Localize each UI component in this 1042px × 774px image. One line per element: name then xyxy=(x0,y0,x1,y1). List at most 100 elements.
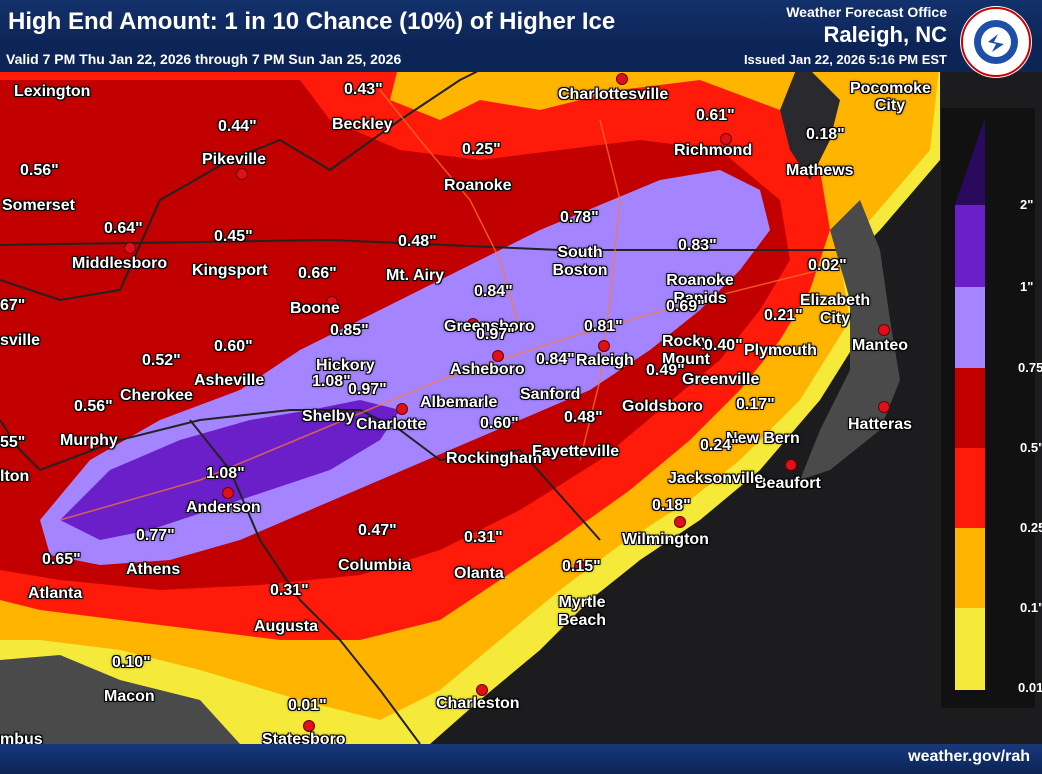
issued-time: Issued Jan 22, 2026 5:16 PM EST xyxy=(743,52,947,67)
ice-value: 0.48" xyxy=(398,233,437,250)
valid-period: Valid 7 PM Thu Jan 22, 2026 through 7 PM… xyxy=(6,51,402,67)
ice-value: 0.48" xyxy=(564,409,603,426)
ice-value: 0.77" xyxy=(136,527,175,544)
city-label: Charlottesville xyxy=(558,86,669,103)
city-label: Anderson xyxy=(186,499,261,516)
city-label: Elizabeth City xyxy=(799,292,871,327)
city-label: Myrtle Beach xyxy=(557,594,607,629)
city-dot xyxy=(785,459,797,471)
city-label: Greenville xyxy=(682,371,760,388)
ice-value: 67" xyxy=(0,297,26,314)
city-label: Boone xyxy=(290,300,340,317)
city-label: New Bern xyxy=(726,430,800,447)
city-dot xyxy=(37,166,49,178)
city-label: Macon xyxy=(104,688,155,705)
city-label: Shelby xyxy=(302,408,355,425)
city-label: Jacksonville xyxy=(668,470,764,487)
city-dot xyxy=(878,324,890,336)
city-dot xyxy=(467,318,479,330)
city-label: Plymouth xyxy=(744,342,817,359)
legend-label-025: 0.25" xyxy=(1020,520,1042,535)
ice-value: 0.01" xyxy=(288,697,327,714)
ice-value: 0.44" xyxy=(218,118,257,135)
ice-value: 0.15" xyxy=(562,558,601,575)
city-dot xyxy=(598,340,610,352)
city-label: Asheboro xyxy=(450,361,525,378)
ice-value: 0.84" xyxy=(474,283,513,300)
city-label: Albemarle xyxy=(420,394,498,411)
city-label: Rocky Mount xyxy=(661,333,711,368)
footer-bar xyxy=(0,744,1042,774)
ice-value: 0.18" xyxy=(806,126,845,143)
legend-colorbar xyxy=(955,118,985,690)
city-label: Pocomoke City xyxy=(850,80,931,114)
ice-value: 0.40" xyxy=(704,337,743,354)
city-dot xyxy=(574,560,586,572)
ice-value: 0.69" xyxy=(666,298,705,315)
city-label: Roanoke xyxy=(444,177,512,194)
legend-label-01: 0.1" xyxy=(1020,600,1042,615)
ice-value: 0.85" xyxy=(330,322,369,339)
header-bar xyxy=(0,0,1042,48)
ice-value: 0.25" xyxy=(462,141,501,158)
ice-value: 0.66" xyxy=(298,265,337,282)
legend-label-1: 1" xyxy=(1020,279,1034,294)
ice-value: 0.60" xyxy=(480,415,519,432)
city-label: South Boston xyxy=(552,244,608,279)
valid-bar xyxy=(0,48,1042,72)
city-label: Hickory xyxy=(316,357,375,374)
ice-value: 0.49" xyxy=(646,362,685,379)
city-label: Richmond xyxy=(674,142,753,159)
ice-value: 0.97" xyxy=(348,381,387,398)
city-label: Beckley xyxy=(332,116,393,133)
city-label: Middlesboro xyxy=(72,255,168,272)
city-label: Atlanta xyxy=(28,585,83,602)
city-label: Manteo xyxy=(852,337,908,354)
ice-value: 0.02" xyxy=(808,257,847,274)
city-label: Sanford xyxy=(520,386,581,403)
city-label: Statesboro xyxy=(262,731,346,748)
city-label: Roanoke Rapids xyxy=(666,272,734,307)
map-title: High End Amount: 1 in 10 Chance (10%) of… xyxy=(8,8,616,35)
ice-value: 0.61" xyxy=(696,107,735,124)
city-label: sville xyxy=(0,332,41,349)
city-label: Fayetteville xyxy=(532,443,620,460)
city-dot xyxy=(492,350,504,362)
city-label: Murphy xyxy=(60,432,118,449)
city-label: Goldsboro xyxy=(622,398,703,415)
city-label: Rockingham xyxy=(446,450,543,467)
city-label: lton xyxy=(0,468,30,485)
ice-value: 1.08" xyxy=(206,465,245,482)
legend-label-075: 0.75" xyxy=(1018,360,1042,375)
office-label: Weather Forecast Office xyxy=(786,4,947,20)
city-label: Cherokee xyxy=(120,387,193,404)
city-label: mbus xyxy=(0,731,43,748)
ice-value: 0.31" xyxy=(464,529,503,546)
nws-logo-icon xyxy=(960,6,1032,78)
ice-value: 0.18" xyxy=(652,497,691,514)
city-dot xyxy=(616,73,628,85)
website-link[interactable]: weather.gov/rah xyxy=(908,748,1030,765)
ice-value: 1.08" xyxy=(312,373,351,390)
city-label: Athens xyxy=(126,561,181,578)
city-dot xyxy=(396,403,408,415)
city-label: Olanta xyxy=(454,565,504,582)
ice-value: 0.83" xyxy=(678,237,717,254)
city-dot xyxy=(236,168,248,180)
city-dot xyxy=(476,684,488,696)
city-label: Augusta xyxy=(254,618,318,635)
city-label: Mt. Airy xyxy=(386,267,445,284)
legend-label-001: 0.01" xyxy=(1018,680,1042,695)
city-label: Asheville xyxy=(194,372,265,389)
legend-label-05: 0.5" xyxy=(1020,440,1042,455)
legend-label-2: 2" xyxy=(1020,197,1034,212)
city-label: Lexington xyxy=(14,83,91,100)
ice-value: 55" xyxy=(0,434,26,451)
city-label: Kingsport xyxy=(192,262,268,279)
ice-value: 0.17" xyxy=(736,396,775,413)
city-label: Somerset xyxy=(2,197,75,214)
city-label: Beaufort xyxy=(755,475,821,492)
ice-value: 0.31" xyxy=(270,582,309,599)
city-label: Charleston xyxy=(436,695,520,712)
